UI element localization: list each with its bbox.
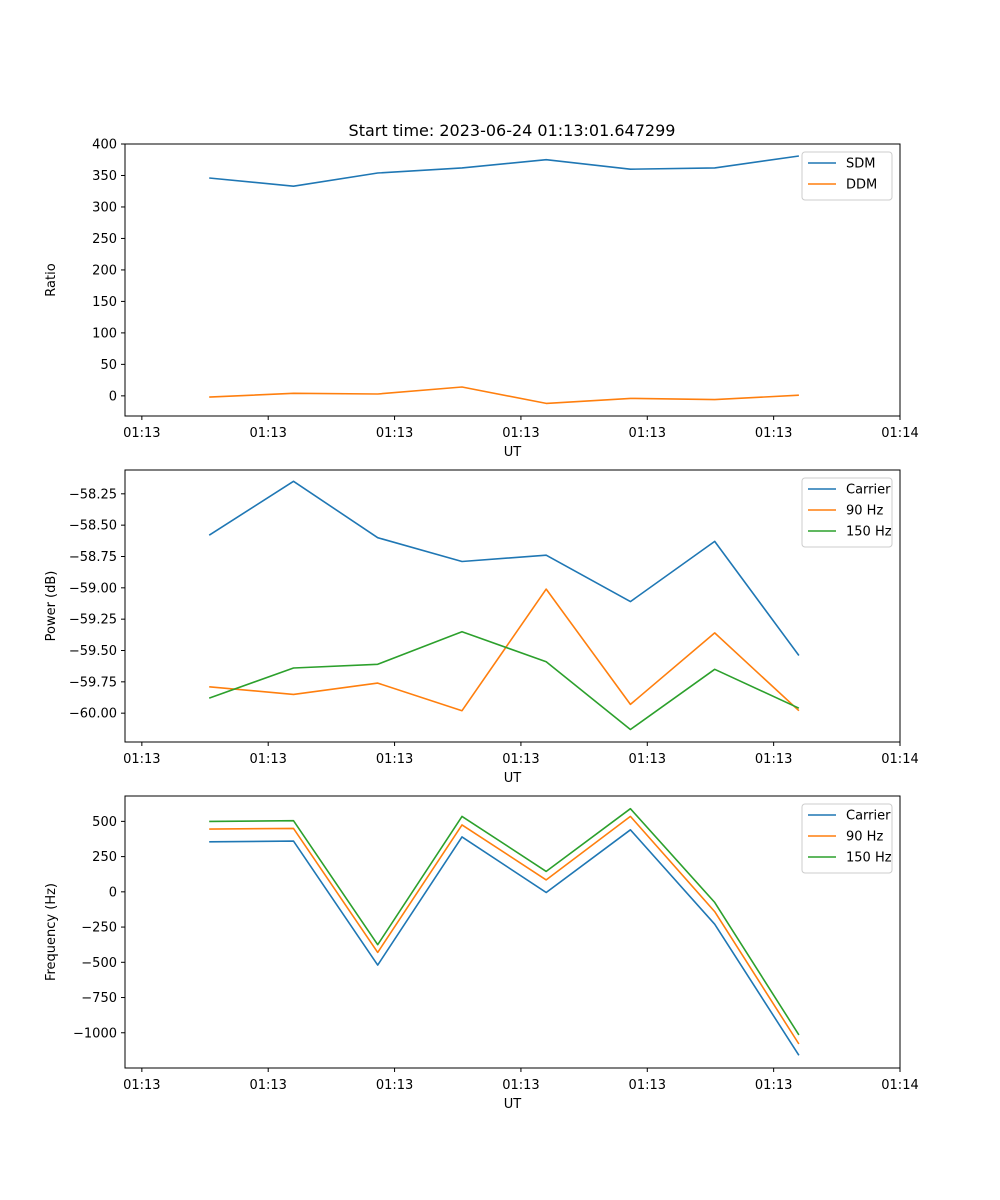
legend-label: SDM bbox=[846, 157, 875, 172]
y-axis-label: Ratio bbox=[44, 263, 59, 296]
y-tick-label: −58.25 bbox=[69, 487, 117, 502]
axes-frame bbox=[124, 795, 901, 1069]
x-tick-label: 01:13 bbox=[755, 1078, 792, 1093]
legend-label: 150 Hz bbox=[846, 851, 892, 866]
x-tick-label: 01:13 bbox=[502, 752, 539, 767]
series-line-90-hz bbox=[209, 815, 800, 1045]
legend-frame bbox=[801, 151, 893, 201]
x-tick-label: 01:13 bbox=[376, 426, 413, 441]
y-axis-label: Power (dB) bbox=[44, 571, 59, 642]
y-tick-label: 400 bbox=[92, 138, 117, 153]
legend: SDM DDM bbox=[801, 151, 893, 201]
series-line-carrier bbox=[209, 828, 800, 1056]
y-tick-label: −59.50 bbox=[69, 644, 117, 659]
x-axis-label: UT bbox=[504, 771, 522, 786]
subplot-1: 01:13 01:13 01:13 01:13 01:13 01:13 01:14 0 50 10… bbox=[44, 138, 919, 461]
x-tick-label: 01:13 bbox=[502, 426, 539, 441]
y-tick-label: −1000 bbox=[73, 1026, 117, 1041]
y-tick-label: −59.00 bbox=[69, 581, 117, 596]
x-tick-label: 01:13 bbox=[755, 752, 792, 767]
y-tick-label: 0 bbox=[109, 389, 117, 404]
y-tick-label: 250 bbox=[92, 232, 117, 247]
y-tick-label: 500 bbox=[92, 815, 117, 830]
legend-label: DDM bbox=[846, 178, 877, 193]
legend-label: Carrier bbox=[846, 483, 891, 498]
x-tick-label: 01:13 bbox=[629, 1078, 666, 1093]
subplot-2: 01:13 01:13 01:13 01:13 01:13 01:13 01:14 −60.0… bbox=[44, 469, 919, 786]
legend: Carrier 90 Hz 150 Hz bbox=[801, 477, 893, 548]
x-axis-label: UT bbox=[504, 1097, 522, 1112]
legend-label: 90 Hz bbox=[846, 504, 883, 519]
series-line-90-hz bbox=[209, 588, 800, 712]
legend-frame bbox=[801, 477, 893, 548]
axes-frame bbox=[124, 143, 901, 417]
legend: Carrier 90 Hz 150 Hz bbox=[801, 803, 893, 874]
y-tick-label: 200 bbox=[92, 263, 117, 278]
x-tick-label: 01:13 bbox=[123, 752, 160, 767]
y-tick-label: −59.75 bbox=[69, 675, 117, 690]
subplots: 01:13 01:13 01:13 01:13 01:13 01:13 01:14 0 50 10… bbox=[44, 138, 919, 1113]
y-tick-label: −58.75 bbox=[69, 550, 117, 565]
legend-label: 150 Hz bbox=[846, 525, 892, 540]
y-tick-label: 350 bbox=[92, 169, 117, 184]
x-tick-label: 01:13 bbox=[755, 426, 792, 441]
y-tick-label: 150 bbox=[92, 295, 117, 310]
x-tick-label: 01:13 bbox=[249, 426, 286, 441]
y-tick-label: −250 bbox=[81, 921, 117, 936]
x-tick-label: 01:14 bbox=[881, 426, 918, 441]
y-tick-label: 50 bbox=[100, 358, 117, 373]
x-tick-label: 01:13 bbox=[629, 752, 666, 767]
y-tick-label: −60.00 bbox=[69, 707, 117, 722]
x-tick-label: 01:13 bbox=[629, 426, 666, 441]
y-tick-label: 0 bbox=[109, 885, 117, 900]
x-tick-label: 01:14 bbox=[881, 752, 918, 767]
x-tick-label: 01:13 bbox=[123, 1078, 160, 1093]
figure-title: Start time: 2023-06-24 01:13:01.647299 bbox=[349, 121, 676, 140]
x-tick-label: 01:13 bbox=[123, 426, 160, 441]
series-line-150-hz bbox=[209, 807, 800, 1036]
series-line-sdm bbox=[209, 155, 800, 187]
y-tick-label: 300 bbox=[92, 200, 117, 215]
x-tick-label: 01:13 bbox=[249, 752, 286, 767]
subplot-3: 01:13 01:13 01:13 01:13 01:13 01:13 01:14 −1000… bbox=[44, 795, 919, 1112]
legend-frame bbox=[801, 803, 893, 874]
y-tick-label: 250 bbox=[92, 850, 117, 865]
y-axis-label: Frequency (Hz) bbox=[44, 883, 59, 981]
y-tick-label: −58.50 bbox=[69, 519, 117, 534]
axes-frame bbox=[124, 469, 901, 743]
y-tick-label: −500 bbox=[81, 956, 117, 971]
x-tick-label: 01:13 bbox=[502, 1078, 539, 1093]
x-tick-label: 01:13 bbox=[249, 1078, 286, 1093]
series-line-150-hz bbox=[208, 630, 800, 731]
x-tick-label: 01:13 bbox=[376, 752, 413, 767]
x-tick-label: 01:13 bbox=[376, 1078, 413, 1093]
y-tick-label: −750 bbox=[81, 991, 117, 1006]
legend-label: 90 Hz bbox=[846, 830, 883, 845]
x-axis-label: UT bbox=[504, 445, 522, 460]
x-tick-label: 01:14 bbox=[881, 1078, 918, 1093]
y-tick-label: 100 bbox=[92, 326, 117, 341]
y-tick-label: −59.25 bbox=[69, 613, 117, 628]
series-line-ddm bbox=[209, 386, 799, 405]
legend-label: Carrier bbox=[846, 809, 891, 824]
series-line-carrier bbox=[208, 480, 800, 656]
